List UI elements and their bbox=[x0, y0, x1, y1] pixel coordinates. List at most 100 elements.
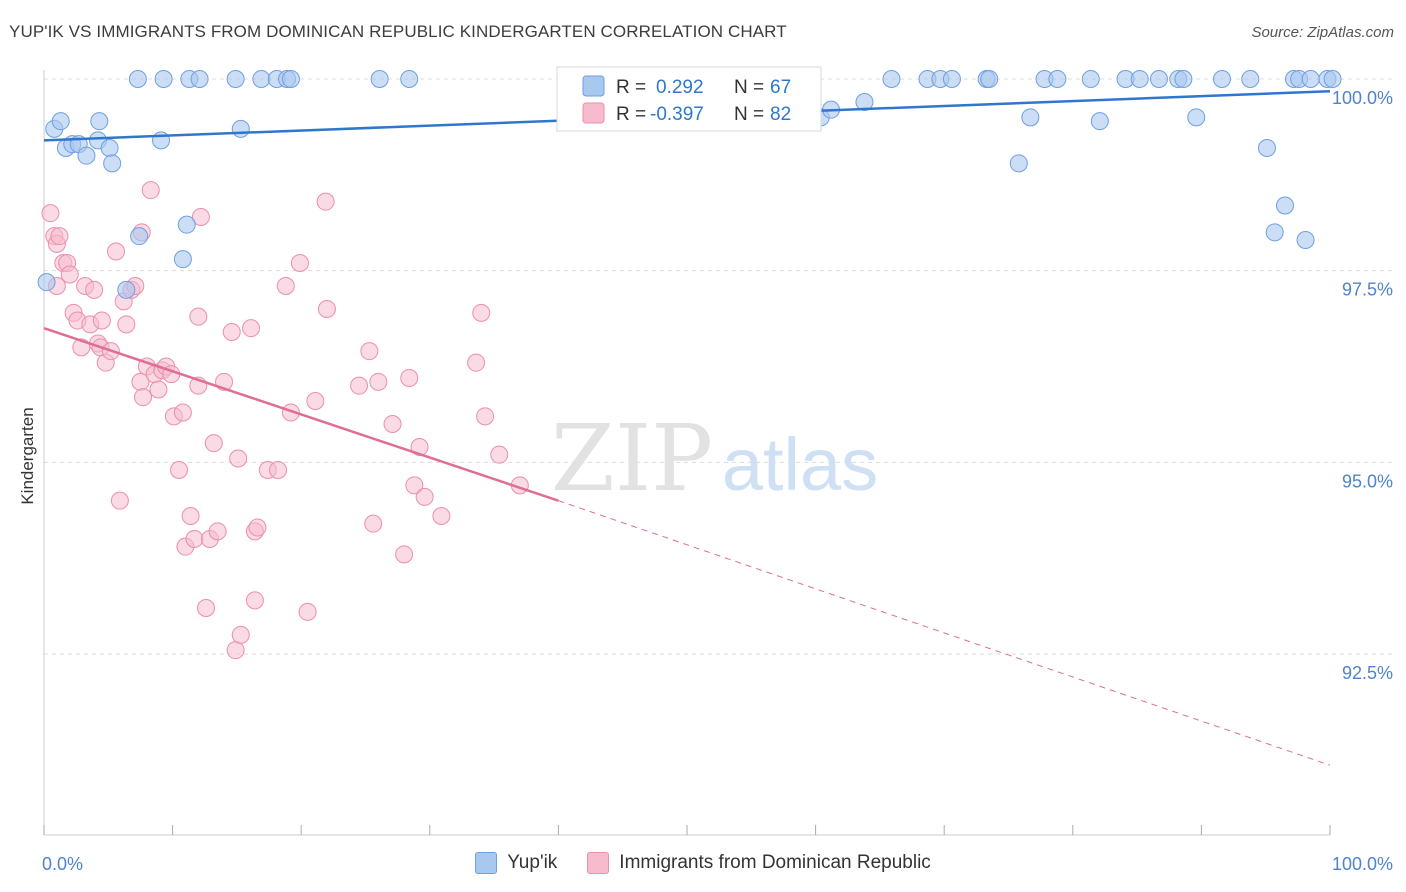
pink-point-46 bbox=[222, 323, 241, 341]
blue-point-57 bbox=[1241, 70, 1260, 88]
blue-point-60 bbox=[1275, 196, 1294, 215]
pink-point-37 bbox=[181, 507, 200, 525]
blue-point-37 bbox=[855, 93, 874, 111]
pink-point-47 bbox=[226, 641, 245, 660]
pink-point-58 bbox=[298, 602, 317, 621]
pink-point-79 bbox=[245, 591, 264, 610]
blue-point-26 bbox=[370, 70, 389, 88]
pink-point-73 bbox=[476, 407, 495, 426]
legend-pink-n-label: N = bbox=[734, 104, 764, 125]
pink-point-48 bbox=[229, 449, 248, 468]
blue-point-12 bbox=[128, 70, 147, 88]
pink-point-34 bbox=[170, 461, 189, 479]
pink-points bbox=[41, 181, 529, 660]
pink-point-0 bbox=[41, 204, 60, 223]
blue-point-65 bbox=[1323, 70, 1342, 88]
pink-trend-line bbox=[43, 326, 559, 502]
source-credit: Source: ZipAtlas.com bbox=[1251, 24, 1394, 41]
blue-point-6 bbox=[77, 146, 96, 165]
pink-point-49 bbox=[231, 625, 250, 644]
pink-point-70 bbox=[432, 507, 451, 525]
blue-point-18 bbox=[173, 250, 192, 269]
legend-item-dominican[interactable]: Immigrants from Dominican Republic bbox=[587, 852, 931, 874]
axes bbox=[43, 70, 1331, 836]
legend-pink-swatch bbox=[582, 102, 605, 124]
pink-point-69 bbox=[415, 487, 434, 506]
blue-point-10 bbox=[103, 154, 122, 173]
legend-label-yupik: Yup'ik bbox=[507, 852, 558, 873]
pink-point-39 bbox=[189, 307, 208, 326]
blue-point-52 bbox=[1149, 70, 1168, 88]
blue-point-54 bbox=[1174, 70, 1193, 88]
legend-blue-n-label: N = bbox=[734, 77, 764, 98]
legend-item-yupik[interactable]: Yup'ik bbox=[475, 852, 557, 874]
blue-point-66 bbox=[1301, 70, 1320, 88]
legend-pink-swatch-bottom bbox=[587, 852, 610, 874]
blue-point-59 bbox=[1265, 223, 1284, 242]
x-tick-labels: 0.0% 100.0% bbox=[42, 854, 1393, 874]
pink-point-41 bbox=[197, 599, 216, 617]
blue-point-19 bbox=[190, 70, 209, 88]
pink-point-72 bbox=[472, 303, 491, 322]
blue-point-2 bbox=[51, 112, 70, 131]
pink-point-81 bbox=[395, 545, 414, 564]
watermark: ZIP atlas bbox=[551, 405, 878, 512]
pink-point-27 bbox=[141, 181, 160, 200]
x-tick-label-1: 100.0% bbox=[1332, 854, 1393, 874]
pink-point-19 bbox=[110, 491, 129, 510]
pink-point-15 bbox=[92, 311, 111, 330]
legend-blue-r-label: R = bbox=[616, 77, 646, 98]
legend-label-dominican: Immigrants from Dominican Republic bbox=[619, 852, 931, 873]
blue-point-15 bbox=[154, 70, 173, 88]
y-tick-label-2: 97.5% bbox=[1342, 280, 1393, 300]
x-tick-label-0: 0.0% bbox=[42, 854, 83, 874]
pink-point-59 bbox=[306, 392, 325, 410]
pink-point-62 bbox=[360, 342, 379, 361]
legend-pink-r-label: R = bbox=[616, 104, 646, 125]
blue-point-17 bbox=[177, 215, 196, 234]
pink-point-35 bbox=[173, 403, 192, 422]
blue-point-41 bbox=[942, 70, 961, 88]
pink-point-66 bbox=[400, 369, 419, 387]
pink-point-25 bbox=[134, 388, 153, 407]
y-axis-label: Kindergarten bbox=[18, 407, 37, 504]
blue-point-20 bbox=[226, 70, 245, 88]
y-tick-label-1: 95.0% bbox=[1342, 471, 1393, 491]
blue-point-44 bbox=[1009, 154, 1028, 173]
legend-blue-swatch bbox=[582, 75, 605, 97]
pink-point-50 bbox=[242, 319, 261, 338]
legend-pink-n-value: 82 bbox=[770, 104, 791, 125]
legend-blue-r-value: 0.292 bbox=[656, 77, 704, 98]
blue-point-21 bbox=[231, 119, 250, 138]
pink-point-3 bbox=[50, 227, 69, 246]
legend-top: R = 0.292 N = 67 R = -0.397 N = 82 bbox=[556, 66, 822, 132]
blue-point-51 bbox=[1130, 70, 1149, 88]
legend-blue-n-value: 67 bbox=[770, 77, 791, 98]
pink-point-68 bbox=[410, 438, 429, 456]
pink-point-54 bbox=[269, 461, 288, 479]
blue-point-45 bbox=[1021, 108, 1040, 127]
blue-point-49 bbox=[1090, 112, 1109, 131]
blue-point-48 bbox=[1081, 70, 1100, 88]
legend-bottom: Yup'ik Immigrants from Dominican Republi… bbox=[0, 852, 1406, 874]
blue-point-13 bbox=[130, 227, 149, 246]
y-tick-label-3: 100.0% bbox=[1332, 88, 1393, 108]
pink-point-61 bbox=[350, 376, 369, 395]
pink-point-64 bbox=[369, 372, 388, 391]
pink-trend-extension bbox=[558, 500, 1331, 766]
pink-point-74 bbox=[490, 445, 509, 464]
watermark-atlas: atlas bbox=[722, 423, 878, 506]
pink-point-18 bbox=[107, 242, 126, 261]
pink-point-21 bbox=[117, 315, 136, 334]
blue-point-63 bbox=[1296, 231, 1315, 249]
blue-point-43 bbox=[980, 70, 999, 88]
blue-point-25 bbox=[281, 70, 300, 88]
pink-point-65 bbox=[383, 415, 402, 433]
blue-point-38 bbox=[882, 70, 901, 88]
pink-point-71 bbox=[467, 353, 486, 372]
blue-point-55 bbox=[1187, 108, 1206, 127]
blue-point-0 bbox=[37, 273, 56, 292]
y-tick-labels: 92.5% 95.0% 97.5% 100.0% bbox=[1332, 88, 1393, 683]
legend-blue-swatch-bottom bbox=[475, 852, 498, 874]
